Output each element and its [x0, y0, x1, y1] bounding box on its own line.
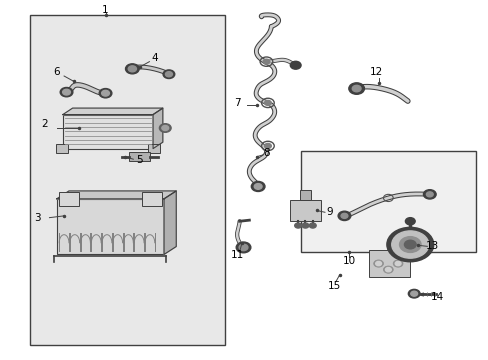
Bar — [142, 192, 161, 206]
Circle shape — [264, 143, 271, 148]
Circle shape — [60, 87, 73, 97]
Text: 10: 10 — [342, 256, 355, 266]
Circle shape — [309, 223, 316, 228]
Circle shape — [423, 190, 435, 199]
Bar — [57, 199, 163, 255]
Circle shape — [407, 289, 419, 298]
Circle shape — [125, 64, 139, 74]
Circle shape — [236, 242, 250, 253]
Text: 1: 1 — [102, 5, 109, 15]
Circle shape — [383, 266, 392, 273]
Circle shape — [294, 223, 301, 228]
Circle shape — [373, 260, 383, 267]
Text: 6: 6 — [53, 67, 60, 77]
Text: 9: 9 — [326, 207, 332, 217]
Circle shape — [163, 70, 174, 78]
Circle shape — [99, 89, 112, 98]
Circle shape — [404, 240, 415, 249]
Circle shape — [375, 261, 381, 266]
Bar — [148, 144, 160, 153]
Bar — [30, 15, 224, 345]
Circle shape — [386, 227, 433, 262]
Circle shape — [340, 213, 347, 219]
Text: 15: 15 — [327, 281, 341, 291]
Circle shape — [128, 66, 136, 72]
Text: 13: 13 — [425, 241, 438, 251]
Text: 7: 7 — [233, 98, 240, 108]
Circle shape — [251, 181, 264, 192]
Circle shape — [159, 124, 171, 132]
Polygon shape — [153, 108, 163, 149]
Circle shape — [392, 260, 402, 267]
Bar — [59, 192, 79, 206]
Circle shape — [348, 83, 364, 94]
Text: 3: 3 — [34, 213, 41, 222]
Bar — [299, 190, 311, 201]
Text: 14: 14 — [429, 292, 443, 302]
Polygon shape — [163, 191, 176, 255]
Circle shape — [290, 61, 301, 69]
Bar — [289, 201, 321, 221]
Circle shape — [239, 244, 247, 251]
Text: 8: 8 — [263, 148, 269, 158]
Circle shape — [351, 85, 360, 92]
Polygon shape — [63, 108, 163, 114]
Text: 11: 11 — [230, 250, 244, 260]
Bar — [129, 152, 150, 161]
Bar — [56, 144, 68, 153]
Bar — [300, 151, 475, 252]
Circle shape — [337, 211, 350, 221]
Circle shape — [410, 291, 417, 296]
Text: 5: 5 — [136, 155, 142, 165]
Circle shape — [254, 184, 262, 189]
Polygon shape — [57, 191, 176, 199]
Circle shape — [302, 223, 308, 228]
Text: 12: 12 — [369, 67, 382, 77]
Bar — [63, 114, 153, 149]
Circle shape — [102, 90, 109, 96]
Circle shape — [162, 126, 168, 131]
Circle shape — [165, 72, 172, 77]
Circle shape — [385, 267, 390, 272]
Text: 4: 4 — [151, 53, 157, 63]
Circle shape — [426, 192, 432, 197]
Circle shape — [264, 100, 271, 105]
Text: 2: 2 — [41, 120, 48, 129]
Circle shape — [405, 218, 414, 225]
Bar — [368, 250, 409, 277]
Circle shape — [399, 237, 420, 252]
Circle shape — [263, 59, 269, 64]
Circle shape — [391, 231, 428, 258]
Circle shape — [394, 261, 400, 266]
Circle shape — [62, 89, 70, 95]
